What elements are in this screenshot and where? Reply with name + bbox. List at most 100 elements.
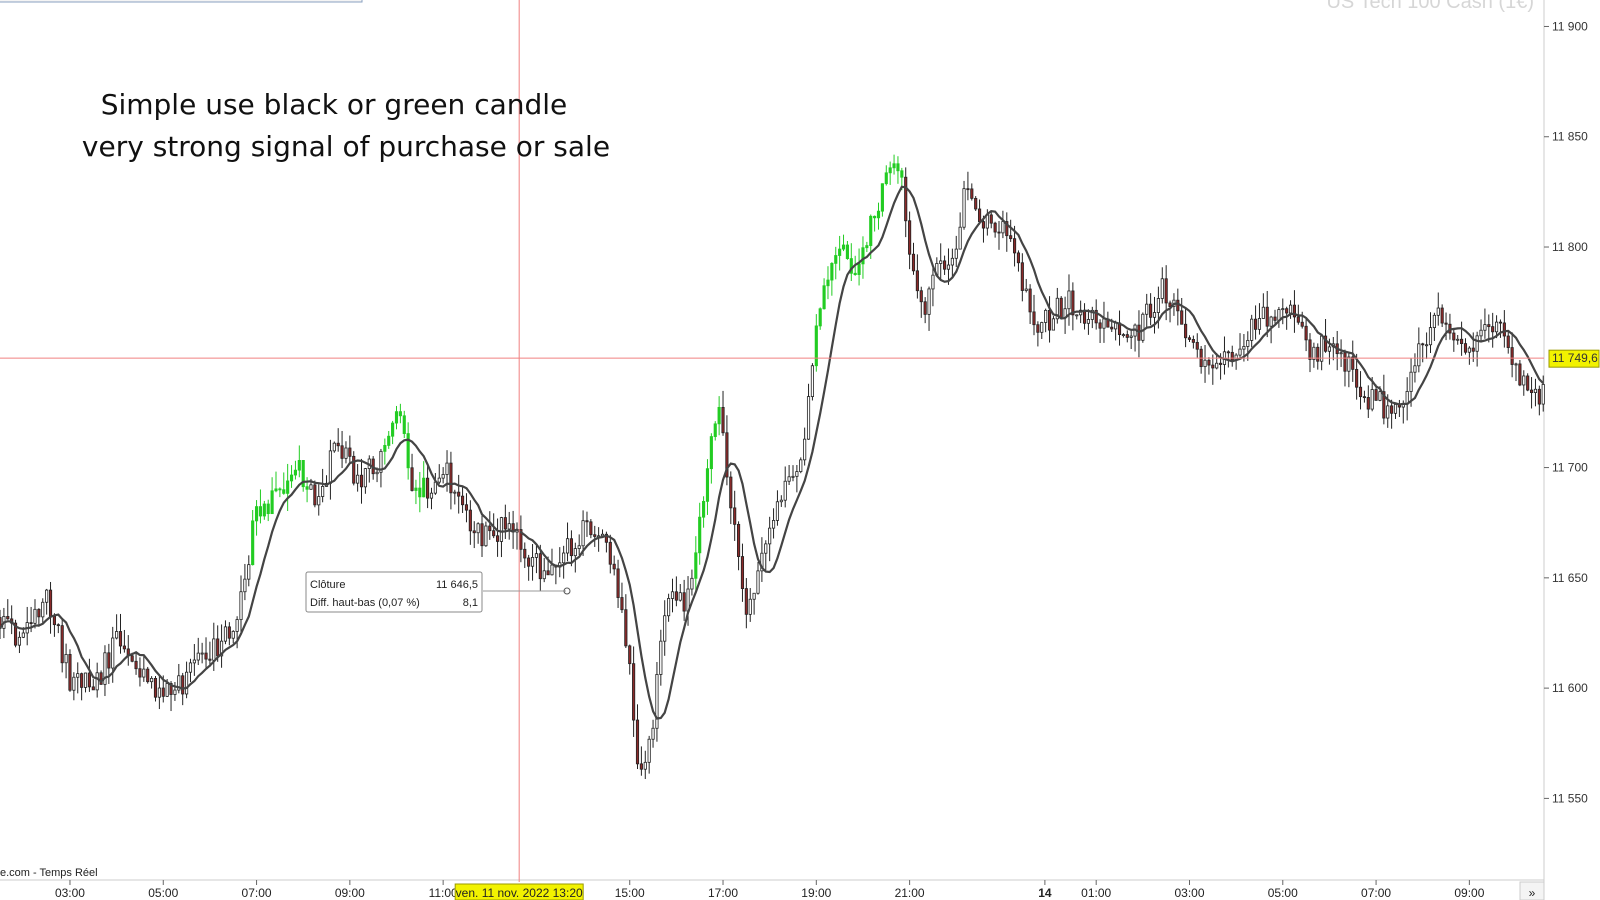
candle-body xyxy=(667,598,671,617)
candle-body xyxy=(838,248,842,256)
candle-body xyxy=(270,490,274,515)
candle-body xyxy=(896,163,900,172)
scroll-right-icon: » xyxy=(1529,886,1536,900)
candle-body xyxy=(1024,288,1028,291)
candle-body xyxy=(196,652,200,661)
candle-body xyxy=(643,761,647,770)
candle-body xyxy=(779,499,783,503)
candle-body xyxy=(651,727,655,740)
candle-body xyxy=(1362,396,1366,399)
candle-body xyxy=(530,557,535,567)
candle-body xyxy=(1168,302,1172,307)
candle-body xyxy=(192,659,196,664)
candle-body xyxy=(95,672,99,691)
candle-body xyxy=(173,689,177,695)
candle-body xyxy=(1487,324,1491,328)
tooltip-close-label: Clôture xyxy=(310,579,345,591)
candle-body xyxy=(441,474,445,479)
candle-body xyxy=(251,520,255,566)
candle-body xyxy=(865,245,869,249)
candle-body xyxy=(966,188,970,191)
candle-body xyxy=(1409,371,1413,392)
candle-body xyxy=(332,442,336,452)
candle-body xyxy=(663,615,667,642)
candle-body xyxy=(974,197,978,210)
candle-body xyxy=(857,263,861,275)
candle-body xyxy=(841,244,846,250)
candle-body xyxy=(146,668,150,683)
candle-body xyxy=(130,655,134,662)
candle-body xyxy=(177,675,181,691)
candle-body xyxy=(546,570,550,576)
candle-body xyxy=(1296,316,1300,323)
candle-body xyxy=(1250,318,1254,341)
candle-body xyxy=(1195,341,1199,350)
legend-bar[interactable] xyxy=(0,0,363,3)
candle-body xyxy=(429,492,434,499)
candle-body xyxy=(1456,338,1460,341)
candle-body xyxy=(426,477,430,499)
candle-body xyxy=(705,468,710,502)
candle-body xyxy=(1421,343,1425,346)
candle-body xyxy=(803,438,807,461)
candle-body xyxy=(262,503,266,517)
price-axis: 11 900 11 850 11 800 11 700 11 650 11 600 11 5… xyxy=(1544,19,1588,805)
candle-body xyxy=(1495,321,1499,333)
candle-body xyxy=(573,548,577,557)
candle-body xyxy=(398,411,402,417)
tooltip-range-value: 8,1 xyxy=(463,597,478,609)
candle-body xyxy=(134,660,138,670)
candle-body xyxy=(783,480,787,501)
tooltip-anchor-point xyxy=(563,587,571,595)
candle-body xyxy=(1141,313,1145,341)
candle-body xyxy=(927,288,931,315)
candle-body xyxy=(939,260,943,264)
candle-body xyxy=(266,503,270,515)
candle-body xyxy=(1444,322,1448,325)
candle-body xyxy=(873,215,877,219)
candle-body xyxy=(1184,323,1188,339)
candle-body xyxy=(958,226,962,250)
candle-body xyxy=(391,422,395,437)
annotation-line-1: Simple use black or green candle xyxy=(101,88,568,121)
candle-body xyxy=(795,471,799,477)
y-tick-label: 11 600 xyxy=(1552,681,1588,695)
candle-body xyxy=(344,447,348,459)
scroll-right-button[interactable] xyxy=(1519,881,1545,900)
candle-body xyxy=(142,668,146,678)
candle-body xyxy=(768,527,772,545)
candle-body xyxy=(1040,322,1044,333)
candle-body xyxy=(243,578,247,593)
candle-body xyxy=(632,663,636,721)
candle-body xyxy=(1086,319,1090,324)
candle-body xyxy=(635,719,640,765)
candle-body xyxy=(799,459,803,472)
x-tick-label: 05:00 xyxy=(148,886,178,900)
date-tag-label: ven. 11 nov. 2022 13:20 xyxy=(456,886,583,900)
candle-body xyxy=(562,552,566,564)
candle-body xyxy=(1502,322,1506,337)
candle-body xyxy=(717,407,721,425)
candle-body xyxy=(188,662,193,673)
candle-body xyxy=(1001,221,1005,234)
candle-body xyxy=(1125,334,1129,338)
y-tick-label: 11 700 xyxy=(1552,461,1588,475)
candle-body xyxy=(1149,303,1153,318)
annotation-line-2: very strong signal of purchase or sale xyxy=(82,130,610,163)
candle-body xyxy=(169,683,173,695)
candle-body xyxy=(1285,308,1289,314)
candle-body xyxy=(593,534,597,537)
moving-average-series xyxy=(0,185,1544,720)
candle-body xyxy=(1529,389,1534,393)
candle-body xyxy=(45,589,49,603)
candle-body xyxy=(756,570,760,594)
candle-body xyxy=(363,468,367,488)
candle-body xyxy=(698,516,702,554)
candle-body xyxy=(550,564,554,576)
candle-body xyxy=(507,523,511,530)
candle-body xyxy=(1028,288,1032,313)
candle-body xyxy=(1390,405,1394,414)
candle-body xyxy=(484,525,488,547)
